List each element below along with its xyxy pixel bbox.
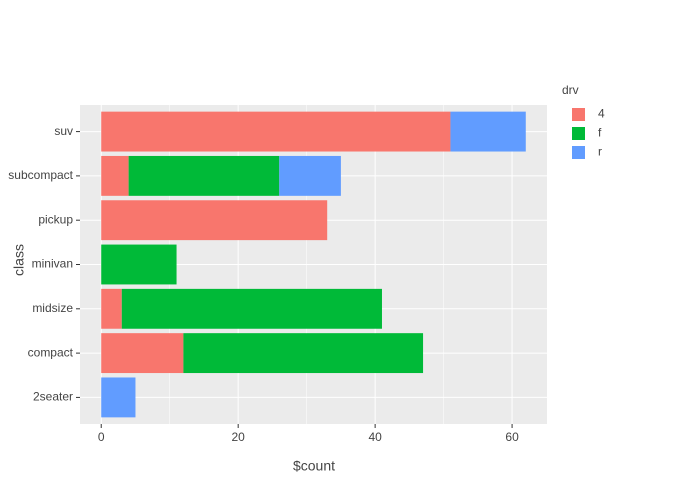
bar-segment bbox=[450, 111, 526, 152]
legend-label: f bbox=[598, 126, 602, 140]
y-tick-label: minivan bbox=[32, 257, 73, 271]
legend-swatch bbox=[572, 146, 585, 159]
bar-segment bbox=[101, 111, 451, 152]
bar-segment bbox=[101, 244, 177, 285]
x-tick-label: 20 bbox=[231, 430, 245, 444]
legend-swatch bbox=[572, 108, 585, 121]
y-tick-label: midsize bbox=[32, 301, 73, 315]
y-tick-label: suv bbox=[54, 124, 73, 138]
x-axis-title: $count bbox=[293, 458, 335, 474]
y-tick-label: subcompact bbox=[8, 168, 73, 182]
legend-label: r bbox=[598, 145, 602, 159]
y-axis-title: class bbox=[11, 244, 27, 276]
legend-swatch bbox=[572, 127, 585, 140]
bar-segment bbox=[101, 333, 184, 374]
y-tick-label: compact bbox=[28, 345, 74, 359]
x-tick-label: 40 bbox=[368, 430, 382, 444]
bar-segment bbox=[128, 155, 280, 196]
bar-segment bbox=[101, 377, 136, 418]
x-tick-label: 60 bbox=[505, 430, 519, 444]
bar-segment bbox=[101, 200, 328, 241]
bar-segment bbox=[183, 333, 424, 374]
y-tick-label: 2seater bbox=[33, 390, 73, 404]
legend-title: drv bbox=[562, 83, 579, 97]
y-tick-label: pickup bbox=[38, 212, 73, 226]
legend-label: 4 bbox=[598, 107, 605, 121]
bar-segment bbox=[279, 155, 341, 196]
x-tick-label: 0 bbox=[98, 430, 105, 444]
bar-segment bbox=[101, 155, 129, 196]
bar-segment bbox=[101, 288, 122, 329]
bar-segment bbox=[121, 288, 382, 329]
